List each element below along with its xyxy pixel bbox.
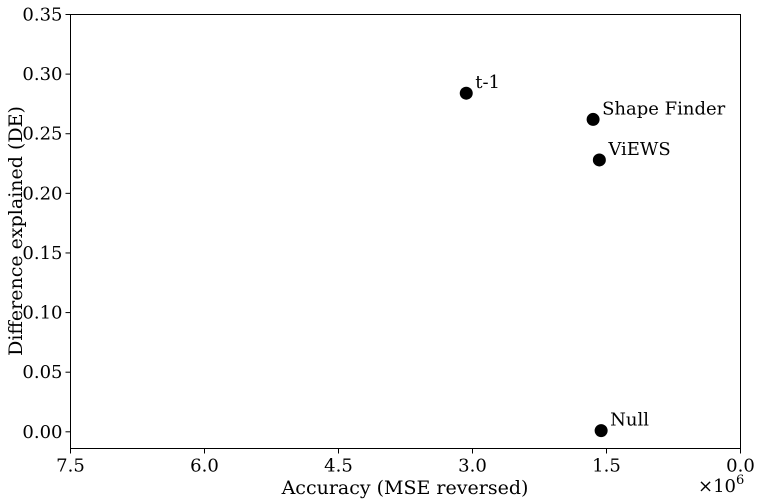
x-tick-label: 0.0 (726, 456, 755, 477)
y-tick-label: 0.20 (22, 183, 62, 204)
y-tick-label: 0.30 (22, 64, 62, 85)
data-point-label: ViEWS (607, 139, 670, 160)
data-point (592, 153, 606, 167)
x-multiplier-exponent: 6 (736, 473, 744, 488)
data-point (594, 424, 608, 438)
x-tick-label: 3.0 (458, 456, 487, 477)
data-point (459, 86, 473, 100)
data-point-label: t-1 (475, 72, 500, 93)
x-tick-label: 6.0 (190, 456, 219, 477)
data-point (586, 112, 600, 126)
y-tick-label: 0.05 (22, 362, 62, 383)
x-multiplier-label: ×106 (698, 473, 744, 497)
plot-frame (70, 14, 741, 449)
y-tick-label: 0.10 (22, 303, 62, 324)
y-axis-label: Difference explained (DE) (5, 106, 27, 356)
x-tick-label: 1.5 (592, 456, 621, 477)
x-tick-label: 4.5 (324, 456, 353, 477)
x-multiplier-base: ×10 (698, 476, 736, 497)
y-tick-label: 0.35 (22, 5, 62, 26)
x-tick-label: 7.5 (56, 456, 85, 477)
x-axis-ticks: 7.5 6.0 4.5 3.0 1.5 0.0 (56, 448, 755, 477)
x-axis-label: Accuracy (MSE reversed) (281, 477, 529, 499)
data-point-label: Shape Finder (602, 98, 726, 119)
y-axis-ticks: 0.00 0.05 0.10 0.15 0.20 0.25 0.30 0.35 (22, 5, 71, 443)
y-tick-label: 0.00 (22, 422, 62, 443)
data-points: t-1 Shape Finder ViEWS Null (459, 72, 726, 438)
data-point-label: Null (610, 410, 649, 431)
y-tick-label: 0.15 (22, 243, 62, 264)
y-tick-label: 0.25 (22, 124, 62, 145)
